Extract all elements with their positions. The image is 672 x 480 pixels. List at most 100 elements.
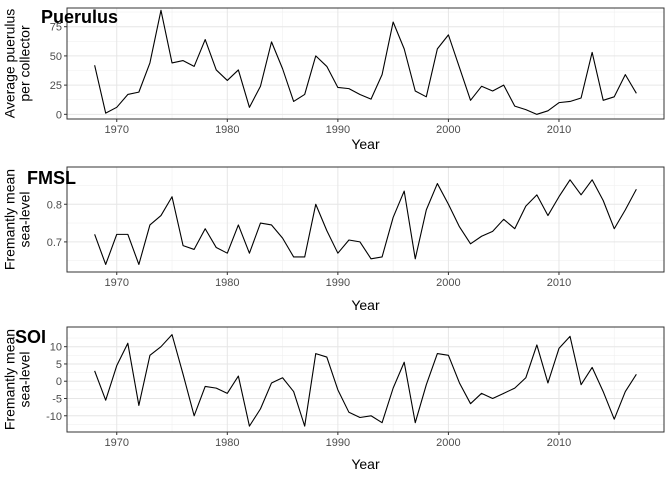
data-point xyxy=(149,355,150,356)
data-point xyxy=(282,68,283,69)
data-point xyxy=(271,382,272,383)
y-tick-label: -10 xyxy=(46,411,62,423)
data-point xyxy=(470,403,471,404)
data-point xyxy=(359,417,360,418)
data-point xyxy=(227,393,228,394)
plot-border xyxy=(66,326,665,433)
data-point xyxy=(337,87,338,88)
data-point xyxy=(625,391,626,392)
data-point xyxy=(194,415,195,416)
series-line xyxy=(94,9,637,115)
data-point xyxy=(337,389,338,390)
plot-background xyxy=(67,167,664,272)
data-point xyxy=(271,41,272,42)
data-point xyxy=(194,66,195,67)
plot-background xyxy=(67,8,664,119)
y-axis-title-line: Fremantly mean xyxy=(2,329,18,430)
data-point xyxy=(160,215,161,216)
data-point xyxy=(182,245,183,246)
data-point xyxy=(326,356,327,357)
data-point xyxy=(315,353,316,354)
data-point xyxy=(558,348,559,349)
data-point xyxy=(138,92,139,93)
x-tick-label: 1970 xyxy=(105,277,129,289)
data-point xyxy=(525,377,526,378)
data-point xyxy=(536,114,537,115)
data-point xyxy=(249,253,250,254)
y-tick-label: 50 xyxy=(50,51,62,63)
data-point xyxy=(470,100,471,101)
data-point xyxy=(271,224,272,225)
data-point xyxy=(426,209,427,210)
data-point xyxy=(448,34,449,35)
data-point xyxy=(249,426,250,427)
data-point xyxy=(348,412,349,413)
data-point xyxy=(603,391,604,392)
y-axis-title-line: sea-level xyxy=(17,351,33,407)
data-point xyxy=(492,231,493,232)
y-axis-title-line: sea-level xyxy=(17,191,33,247)
data-point xyxy=(614,96,615,97)
x-tick-label: 1990 xyxy=(326,277,350,289)
data-point xyxy=(636,93,637,94)
data-point xyxy=(116,107,117,108)
data-point xyxy=(481,236,482,237)
data-point xyxy=(580,194,581,195)
data-point xyxy=(404,48,405,49)
data-point xyxy=(216,69,217,70)
data-point xyxy=(580,384,581,385)
data-point xyxy=(603,200,604,201)
data-point xyxy=(304,426,305,427)
data-point xyxy=(393,21,394,22)
data-point xyxy=(514,228,515,229)
data-point xyxy=(492,90,493,91)
data-point xyxy=(592,367,593,368)
panel-title: Puerulus xyxy=(41,7,118,27)
data-point xyxy=(238,375,239,376)
data-point xyxy=(558,102,559,103)
data-point xyxy=(260,408,261,409)
x-axis-title: Year xyxy=(351,297,380,313)
panel-soi: 1970 1980 1990 2000 2010 -10 -5 0 5 10 Year Fremant… xyxy=(2,326,665,472)
data-point xyxy=(127,94,128,95)
data-point xyxy=(171,334,172,335)
data-point xyxy=(437,183,438,184)
y-axis-title-line: Average puerulus xyxy=(2,9,18,118)
data-point xyxy=(459,67,460,68)
data-point xyxy=(293,256,294,257)
data-point xyxy=(636,189,637,190)
x-tick-label: 2010 xyxy=(547,124,571,136)
x-tick-label: 2000 xyxy=(436,277,460,289)
data-point xyxy=(149,224,150,225)
data-point xyxy=(249,107,250,108)
data-point xyxy=(459,226,460,227)
data-point xyxy=(194,249,195,250)
data-point xyxy=(116,365,117,366)
x-axis-title: Year xyxy=(351,456,380,472)
x-tick-label: 2000 xyxy=(436,437,460,449)
y-tick-label: 10 xyxy=(50,342,62,354)
data-point xyxy=(216,247,217,248)
panel-puerulus: 1970 1980 1990 2000 2010 0 25 50 75 Year Average p… xyxy=(2,7,665,152)
x-tick-label: 2010 xyxy=(547,437,571,449)
y-tick-label: 0 xyxy=(56,376,62,388)
data-point xyxy=(326,66,327,67)
data-point xyxy=(116,234,117,235)
data-point xyxy=(381,74,382,75)
data-point xyxy=(205,386,206,387)
data-point xyxy=(437,353,438,354)
data-point xyxy=(459,382,460,383)
data-point xyxy=(94,65,95,66)
x-axis-title: Year xyxy=(351,136,380,152)
data-point xyxy=(171,196,172,197)
data-point xyxy=(514,106,515,107)
y-tick-label: 0.8 xyxy=(47,199,62,211)
y-axis-title: Fremantly mean sea-level xyxy=(2,169,33,270)
data-point xyxy=(569,179,570,180)
data-point xyxy=(503,219,504,220)
data-point xyxy=(481,86,482,87)
data-point xyxy=(614,419,615,420)
y-axis-title: Average puerulus per collector xyxy=(2,9,33,118)
x-tick-label: 1990 xyxy=(326,437,350,449)
data-point xyxy=(415,90,416,91)
